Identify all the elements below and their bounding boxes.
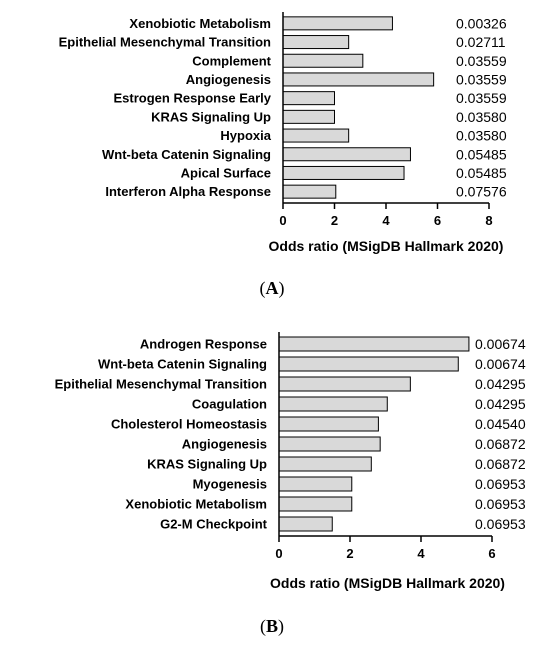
category-label: KRAS Signaling Up — [147, 457, 267, 472]
bar — [282, 53, 364, 68]
x-tick-label: 2 — [346, 546, 353, 561]
x-tick-label: 6 — [488, 546, 495, 561]
category-label: Complement — [192, 53, 271, 68]
p-value-label: 0.02711 — [456, 34, 506, 50]
bar — [278, 416, 379, 432]
category-label: Apical Surface — [181, 165, 271, 180]
p-value-label: 0.06872 — [475, 436, 526, 452]
bar — [278, 456, 372, 472]
bar — [282, 128, 350, 143]
chart-b: Androgen Response 0.00674 Wnt-beta Catenin… — [55, 332, 526, 591]
x-tick-label: 4 — [417, 546, 425, 561]
p-value-label: 0.03559 — [456, 71, 507, 87]
p-value-label: 0.06872 — [475, 456, 526, 472]
x-tick-label: 8 — [485, 213, 492, 228]
category-label: Androgen Response — [140, 337, 267, 352]
p-value-label: 0.03580 — [456, 128, 507, 144]
category-label: Epithelial Mesenchymal Transition — [55, 377, 267, 392]
p-value-label: 0.04540 — [475, 416, 526, 432]
x-tick-label: 2 — [331, 213, 338, 228]
category-label: Angiogenesis — [182, 437, 267, 452]
p-value-label: 0.00674 — [475, 356, 526, 372]
x-tick-label: 4 — [382, 213, 390, 228]
p-value-label: 0.00674 — [475, 336, 526, 352]
category-label: Epithelial Mesenchymal Transition — [59, 35, 271, 50]
category-label: KRAS Signaling Up — [151, 109, 271, 124]
category-label: G2-M Checkpoint — [160, 517, 268, 532]
bar — [282, 109, 335, 124]
bar — [278, 516, 333, 532]
bar — [282, 91, 335, 106]
bar — [282, 165, 405, 180]
category-label: Interferon Alpha Response — [105, 184, 271, 199]
p-value-label: 0.03580 — [456, 109, 507, 125]
p-value-label: 0.04295 — [475, 396, 526, 412]
category-label: Wnt-beta Catenin Signaling — [98, 357, 267, 372]
category-label: Xenobiotic Metabolism — [129, 16, 271, 31]
bar — [278, 496, 353, 512]
p-value-label: 0.04295 — [475, 376, 526, 392]
bar — [282, 35, 350, 50]
bar — [282, 72, 435, 87]
category-label: Coagulation — [192, 397, 267, 412]
p-value-label: 0.06953 — [475, 516, 526, 532]
category-label: Estrogen Response Early — [114, 91, 272, 106]
p-value-label: 0.06953 — [475, 476, 526, 492]
p-value-label: 0.00326 — [456, 15, 507, 31]
x-tick-label: 0 — [279, 213, 286, 228]
category-label: Myogenesis — [193, 477, 267, 492]
category-label: Cholesterol Homeostasis — [111, 417, 267, 432]
bar — [278, 396, 388, 412]
bar — [282, 184, 337, 199]
bar — [278, 356, 459, 372]
p-value-label: 0.07576 — [456, 184, 507, 200]
panel-label-b: (B) — [260, 616, 284, 637]
category-label: Xenobiotic Metabolism — [125, 497, 267, 512]
bar — [282, 16, 393, 31]
p-value-label: 0.05485 — [456, 146, 507, 162]
bar — [278, 336, 470, 352]
p-value-label: 0.03559 — [456, 90, 507, 106]
x-axis-title: Odds ratio (MSigDB Hallmark 2020) — [270, 575, 505, 591]
x-tick-label: 0 — [275, 546, 282, 561]
bar — [278, 476, 353, 492]
category-label: Angiogenesis — [186, 72, 271, 87]
panel-label-a: (A) — [260, 278, 285, 299]
bar — [282, 147, 411, 162]
x-tick-label: 6 — [434, 213, 441, 228]
p-value-label: 0.03559 — [456, 53, 507, 69]
p-value-label: 0.05485 — [456, 165, 507, 181]
bar — [278, 436, 381, 452]
category-label: Hypoxia — [220, 128, 271, 143]
x-axis-title: Odds ratio (MSigDB Hallmark 2020) — [269, 238, 504, 254]
chart-a: Xenobiotic Metabolism 0.00326 Epithelial M… — [59, 12, 507, 254]
bar — [278, 376, 411, 392]
p-value-label: 0.06953 — [475, 496, 526, 512]
category-label: Wnt-beta Catenin Signaling — [102, 147, 271, 162]
